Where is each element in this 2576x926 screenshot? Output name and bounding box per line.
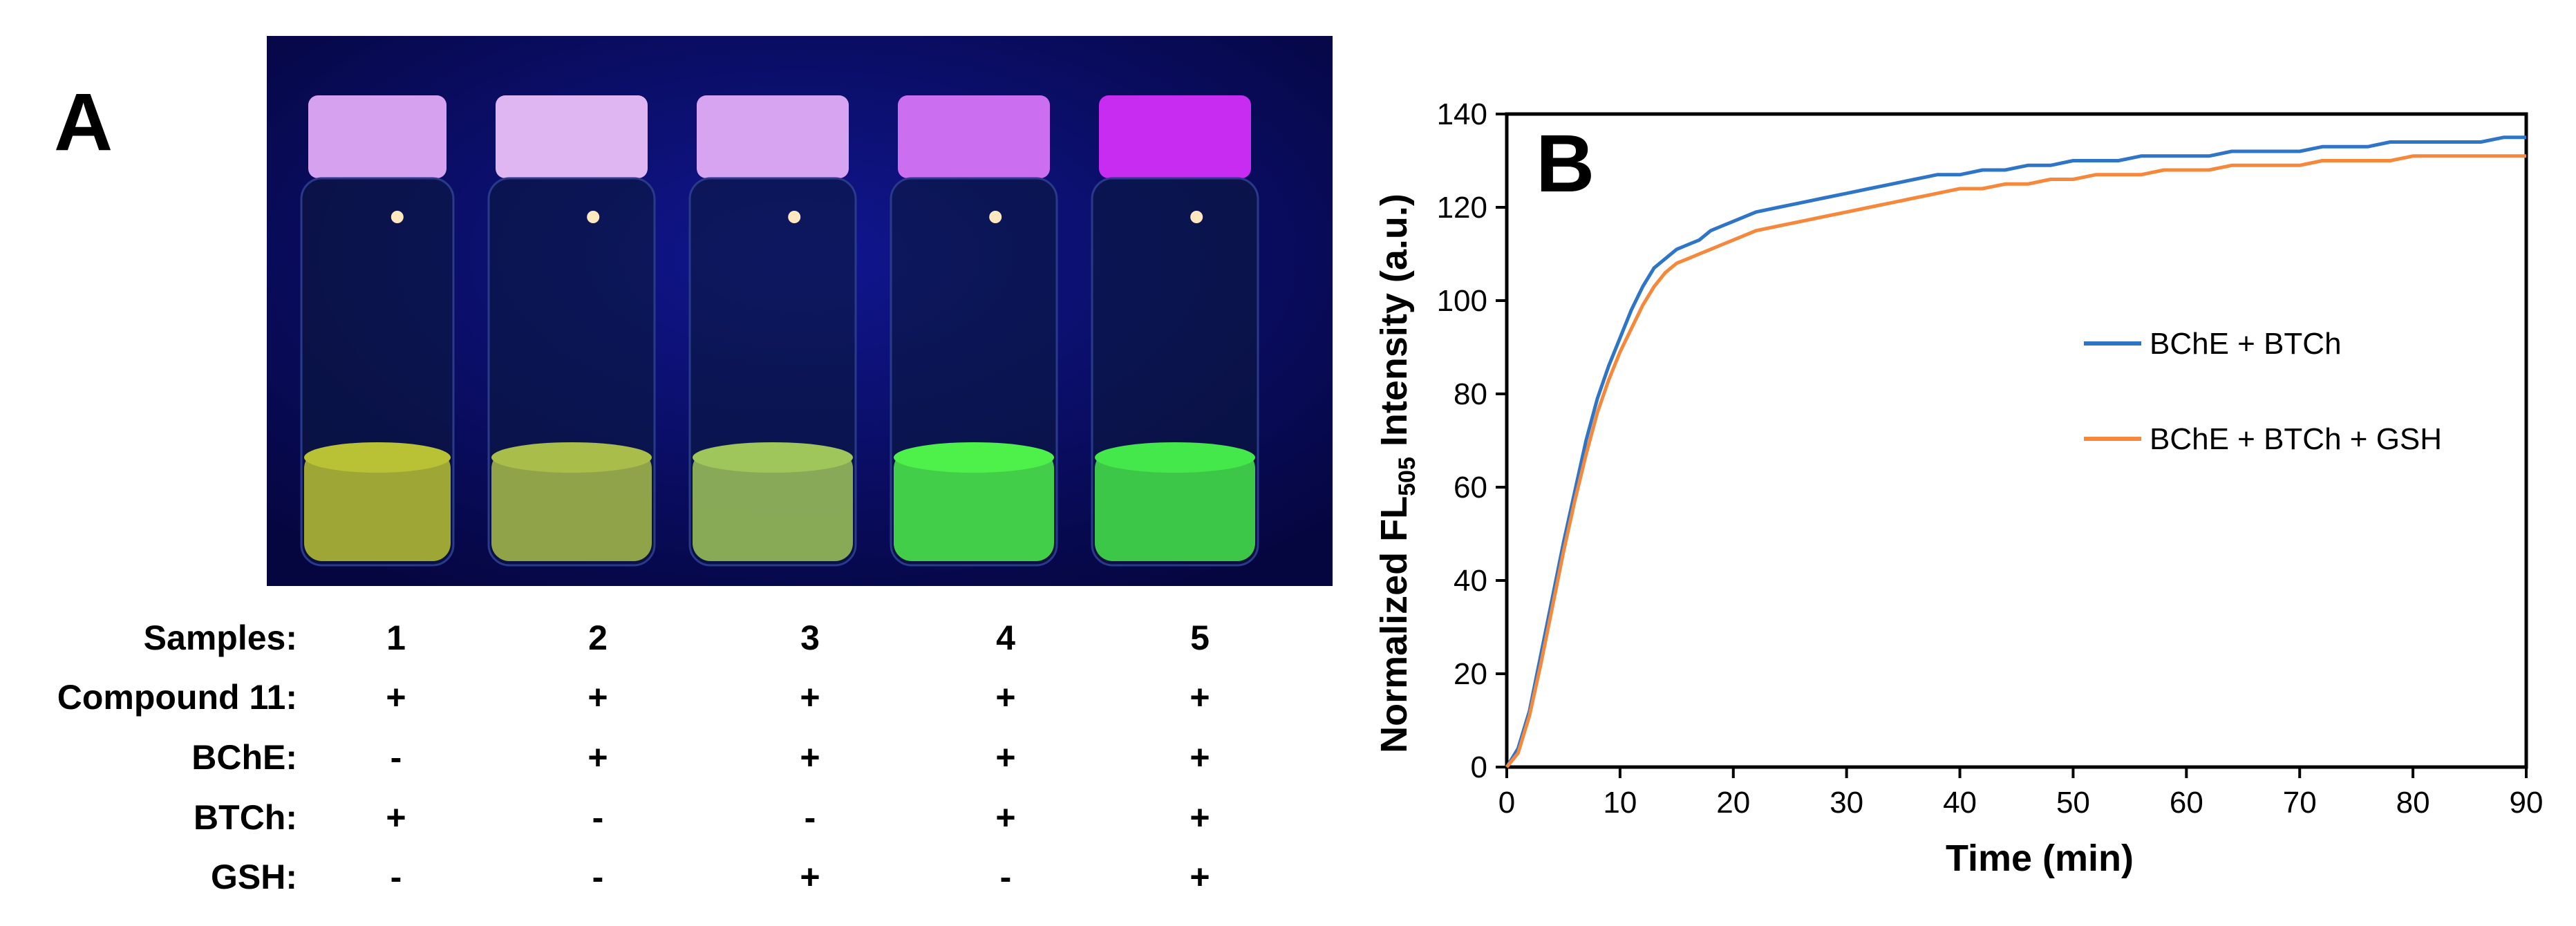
vial-glare [587,211,600,223]
table-cell: 1 [386,618,406,657]
y-tick-label: 80 [1454,377,1487,411]
vial-glare [391,211,404,223]
legend-label-1: BChE + BTCh + GSH [2150,422,2442,456]
vial-meniscus [1095,442,1255,473]
chart-legend: BChE + BTCh BChE + BTCh + GSH [2084,327,2442,456]
vial-3 [688,95,857,567]
y-tick-label: 140 [1437,97,1487,131]
plot-frame [1505,112,2528,769]
table-cell: - [999,858,1012,896]
vial-5 [1091,95,1259,567]
vial-solution [693,451,853,561]
vial-cap [898,95,1050,178]
y-tick-label: 100 [1437,284,1487,318]
vial-meniscus [693,442,853,473]
vial-1 [300,95,455,567]
vial-solution [491,451,652,561]
x-axis-label: Time (min) [1946,838,2134,879]
table-row-label: GSH: [211,858,297,896]
vial-meniscus [491,442,652,473]
x-tick-label: 30 [1830,786,1863,820]
table-cell: + [587,678,608,717]
table-cell: + [995,798,1016,837]
table-cell: + [587,738,608,777]
table-cell: 2 [588,618,608,657]
vials-photo [267,36,1333,586]
table-cell: + [800,678,820,717]
vial-solution [1095,451,1255,561]
vial-2 [487,95,656,567]
x-tick-label: 70 [2283,786,2317,820]
table-cell: + [1190,858,1210,896]
vial-solution [304,451,451,561]
vial-glare [989,211,1002,223]
x-tick-label: 60 [2170,786,2203,820]
vial-cap [697,95,849,178]
y-tick-label: 20 [1454,657,1487,691]
vial-glare [1190,211,1203,223]
series-line-1 [1505,154,2526,768]
table-cell: 3 [800,618,820,657]
fluorescence-chart: 0 10 20 30 40 50 60 70 80 90 0 20 40 60 80 100 120 140 BC… [1373,97,2544,879]
vial-meniscus [304,442,451,473]
vial-cap [1099,95,1251,178]
x-tick-label: 0 [1498,786,1515,820]
y-axis-label-tail: Intensity (a.u.) [1373,193,1415,457]
table-cell: - [804,798,816,837]
table-cell: 4 [996,618,1015,657]
table-row-label: Compound 11: [57,678,297,717]
panel-b-label: B [1536,118,1595,209]
y-tick-label: 120 [1437,191,1487,225]
table-cell: + [1190,738,1210,777]
x-tick-label: 40 [1943,786,1977,820]
vial-cap [496,95,648,178]
table-row-label: BTCh: [194,798,297,837]
series-line-0 [1505,135,2526,768]
x-tick-label: 90 [2510,786,2544,820]
x-tick-label: 10 [1603,786,1637,820]
vial-glare [788,211,801,223]
table-cell: + [800,738,820,777]
table-cell: - [390,858,402,896]
y-axis-label-main: Normalized FL [1373,496,1415,753]
vial-4 [890,95,1058,567]
vial-meniscus [894,442,1054,473]
x-tick-label: 20 [1716,786,1750,820]
table-row-label: BChE: [191,738,297,777]
x-tick-label: 80 [2396,786,2430,820]
table-cell: - [390,738,402,777]
table-cell: - [592,858,604,896]
y-tick-label: 0 [1471,750,1487,784]
table-cell: + [995,678,1016,717]
table-cell: + [1190,678,1210,717]
table-cell: + [800,858,820,896]
table-cell: - [592,798,604,837]
legend-label-0: BChE + BTCh [2150,327,2342,361]
y-tick-label: 40 [1454,564,1487,598]
table-cell: 5 [1190,618,1210,657]
table-cell: + [1190,798,1210,837]
table-cell: + [386,798,406,837]
panel-a-label: A [54,77,113,168]
table-cell: + [386,678,406,717]
x-tick-label: 50 [2056,786,2090,820]
y-tick-label: 60 [1454,471,1487,504]
y-axis-label-subscript: 505 [1394,457,1420,496]
table-row-label: Samples: [143,618,297,657]
y-axis-label: Normalized FL505 Intensity (a.u.) [1373,193,1420,753]
table-cell: + [995,738,1016,777]
vial-solution [894,451,1054,561]
vial-cap [308,95,446,178]
